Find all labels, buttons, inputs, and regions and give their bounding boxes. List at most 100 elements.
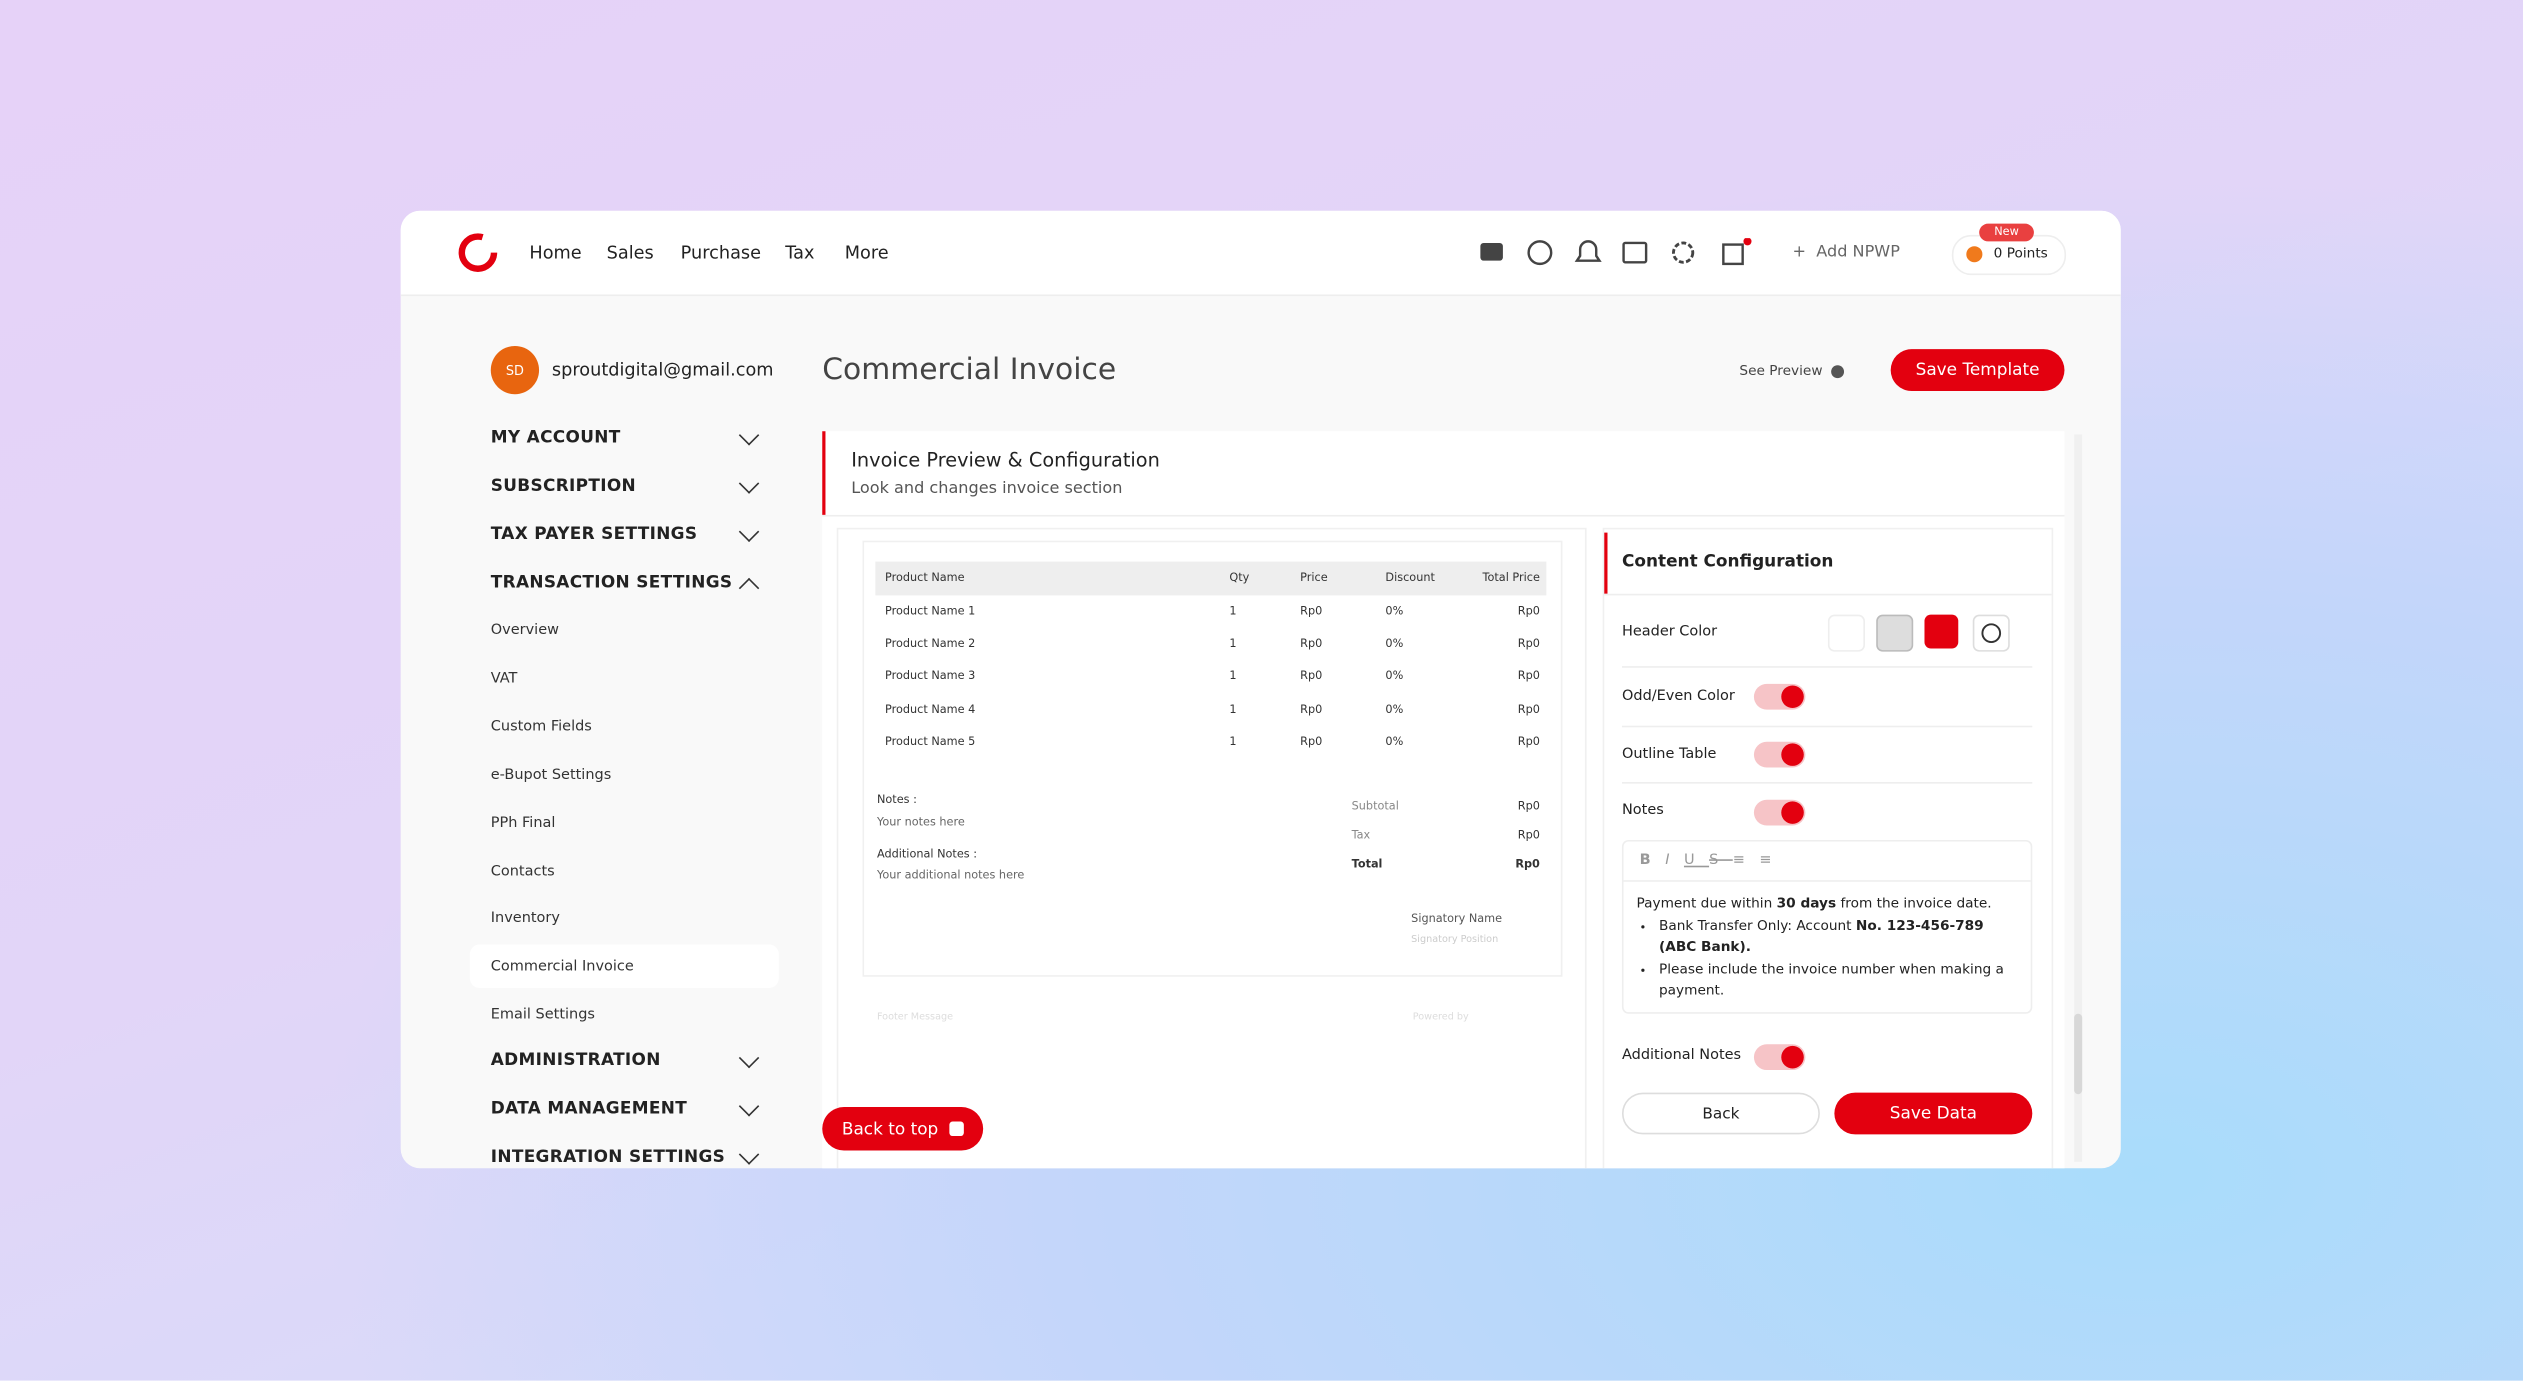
editor-paragraph: Payment due within 30 days from the invo… <box>1636 895 2019 917</box>
menu-item[interactable]: Overview <box>490 622 559 639</box>
menu-section[interactable]: SUBSCRIPTION <box>490 476 636 496</box>
table-cell: 1 <box>1229 637 1237 651</box>
menu-section[interactable]: ADMINISTRATION <box>490 1050 661 1071</box>
save-template-button[interactable]: Save Template <box>1890 349 2065 392</box>
table-cell: Rp0 <box>1300 702 1323 716</box>
palette-button[interactable] <box>1972 614 2010 652</box>
text: from the invoice date. <box>1836 896 1992 913</box>
back-to-top-button[interactable]: Back to top <box>822 1107 984 1151</box>
notes-label: Notes : <box>876 793 917 807</box>
swatch-gray[interactable] <box>1876 614 1914 652</box>
menu-item[interactable]: Contacts <box>490 863 555 880</box>
scrollbar[interactable] <box>2074 434 2083 1162</box>
notes-editor[interactable]: BIUS≡≡ Payment due within 30 days from t… <box>1621 839 2033 1014</box>
table-header-cell: Qty <box>1229 571 1250 585</box>
table-header-cell: Price <box>1300 571 1328 585</box>
editor-bullet: Bank Transfer Only: Account No. 123-456-… <box>1659 916 2019 959</box>
menu-section[interactable]: MY ACCOUNT <box>490 428 621 448</box>
summary-value: Rp0 <box>1517 828 1540 842</box>
powered-by: Powered by <box>1412 1011 1469 1023</box>
add-npwp-label: Add NPWP <box>1816 243 1900 262</box>
swatch-red[interactable] <box>1924 614 1959 649</box>
table-header-cell: Product Name <box>885 571 965 585</box>
menu-item[interactable]: e-Bupot Settings <box>490 767 612 784</box>
editor-bullet: Please include the invoice number when m… <box>1659 960 2019 1003</box>
table-header <box>875 561 1547 596</box>
additional-label: Additional Notes : <box>876 847 978 861</box>
menu-item[interactable]: Custom Fields <box>490 718 592 736</box>
table-cell: 0% <box>1385 637 1404 651</box>
summary-value: Rp0 <box>1515 857 1540 871</box>
menu-item[interactable]: PPh Final <box>490 815 556 832</box>
nav-link[interactable]: Purchase <box>680 242 762 264</box>
nav-link[interactable]: Tax <box>785 242 815 264</box>
additional-notes-toggle[interactable] <box>1753 1044 1806 1071</box>
menu-item[interactable]: Commercial Invoice <box>490 959 634 976</box>
additional-text: Your additional notes here <box>876 868 1025 882</box>
nav-link[interactable]: Home <box>529 242 582 264</box>
text-bold: 30 days <box>1776 896 1837 913</box>
additional-notes-label: Additional Notes <box>1621 1047 1742 1064</box>
menu-section[interactable]: DATA MANAGEMENT <box>490 1099 688 1119</box>
table-cell: 0% <box>1385 735 1404 748</box>
table-cell: Rp0 <box>1300 637 1323 651</box>
text: Bank Transfer Only: Account <box>1658 917 1856 935</box>
table-header-cell: Total Price <box>1482 571 1540 585</box>
divider <box>1621 725 2033 728</box>
points-icon <box>1966 246 1983 263</box>
table-cell: Product Name 4 <box>885 702 976 716</box>
back-button[interactable]: Back <box>1621 1092 1820 1135</box>
chevron <box>738 1096 760 1117</box>
preview-box: Product Name Qty Price Discount Total Price P… <box>836 527 1587 1169</box>
table-cell: 0% <box>1385 702 1404 716</box>
table-cell: 1 <box>1229 605 1237 618</box>
table-header-cell: Discount <box>1385 571 1435 585</box>
save-data-button[interactable]: Save Data <box>1834 1092 2033 1135</box>
chevron <box>738 1144 760 1165</box>
points-pill[interactable]: 0 Points <box>1951 234 2067 276</box>
chevron <box>738 521 760 543</box>
menu-section[interactable]: TAX PAYER SETTINGS <box>490 524 698 544</box>
table-cell: Rp0 <box>1517 670 1540 683</box>
email: sproutdigital@gmail.com <box>551 359 774 381</box>
summary-label: Tax <box>1351 828 1371 842</box>
outline-label: Outline Table <box>1621 746 1717 763</box>
summary-label: Subtotal <box>1351 799 1399 813</box>
new-badge: New <box>1979 223 2034 242</box>
outline-toggle[interactable] <box>1753 741 1806 768</box>
logo[interactable] <box>455 230 500 275</box>
invoice-card <box>862 540 1563 977</box>
menu-section[interactable]: TRANSACTION SETTINGS <box>490 572 733 593</box>
odd-even-toggle[interactable] <box>1753 683 1806 710</box>
signatory-position: Signatory Position <box>1411 934 1499 946</box>
nav-link[interactable]: Sales <box>606 242 654 264</box>
nav-link[interactable]: More <box>844 242 889 264</box>
config-accent <box>1604 532 1608 594</box>
signatory-name: Signatory Name <box>1411 912 1503 926</box>
table-cell: 0% <box>1385 605 1404 618</box>
table-cell: Product Name 3 <box>885 670 976 683</box>
see-preview[interactable]: See Preview <box>1739 364 1845 380</box>
menu-section[interactable]: INTEGRATION SETTINGS <box>490 1147 726 1167</box>
chevron <box>738 425 760 446</box>
chevron <box>738 1047 760 1069</box>
menu-item[interactable]: Inventory <box>490 911 560 928</box>
table-cell: Rp0 <box>1517 637 1540 651</box>
chevron <box>738 473 760 494</box>
menu-item[interactable]: VAT <box>490 670 518 687</box>
panel-subtitle: Look and changes invoice section <box>851 480 1123 499</box>
panel-accent <box>822 431 826 515</box>
swatch-white[interactable] <box>1827 614 1865 652</box>
table-cell: Product Name 1 <box>885 605 976 618</box>
editor-toolbar[interactable]: BIUS≡≡ <box>1639 852 1787 869</box>
table-cell: Rp0 <box>1517 605 1540 618</box>
divider <box>1621 666 2033 668</box>
menu-item[interactable]: Email Settings <box>490 1007 595 1024</box>
add-npwp[interactable]: + Add NPWP <box>1792 243 1900 262</box>
notes-toggle[interactable] <box>1753 799 1806 826</box>
table-cell: 1 <box>1229 735 1237 748</box>
table-cell: Rp0 <box>1300 670 1323 683</box>
summary-label: Total <box>1351 857 1383 871</box>
header-color-label: Header Color <box>1621 624 1718 641</box>
toolbar-icons[interactable] <box>1479 238 1769 267</box>
